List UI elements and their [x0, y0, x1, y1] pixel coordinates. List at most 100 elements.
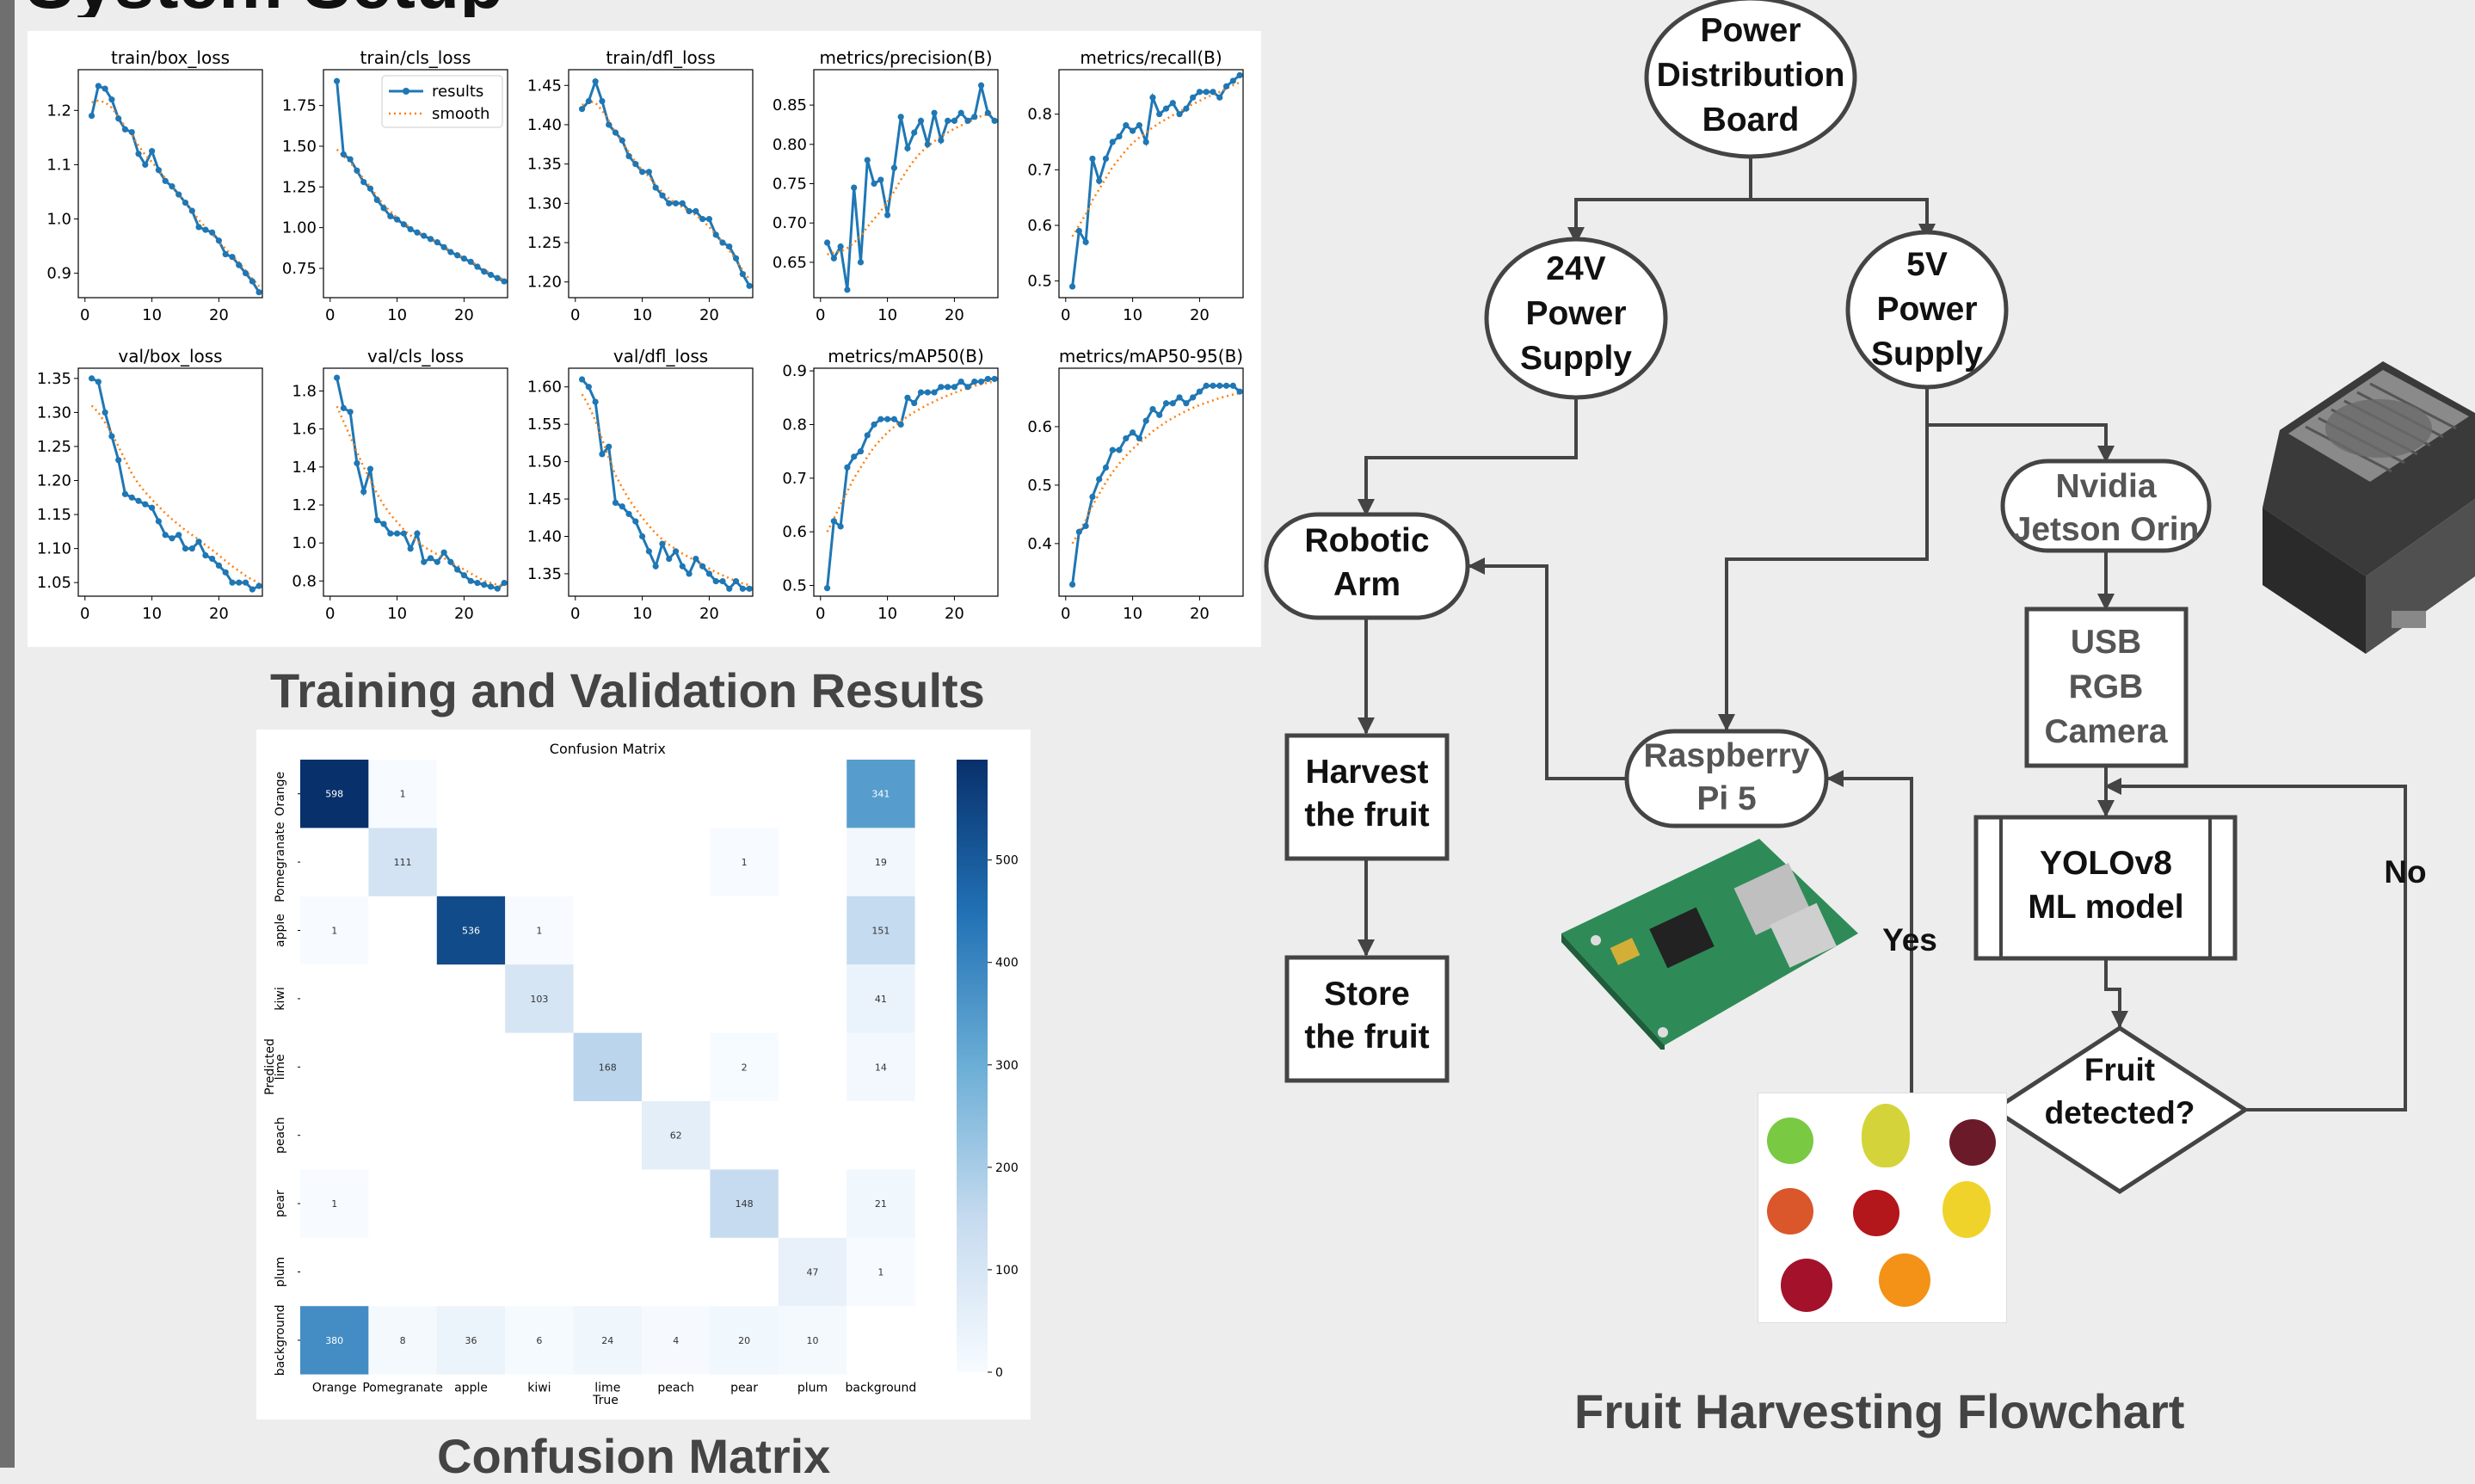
results-point [394, 216, 401, 223]
results-point [1229, 382, 1236, 389]
cm-cell: 148 [710, 1169, 779, 1238]
confusion-matrix-panel: Confusion Matrix 598 1 341 111 1 19 1 536 1 151 103… [256, 730, 1031, 1419]
results-point [1190, 94, 1197, 101]
cm-cell-value: 14 [875, 1062, 887, 1073]
results-point [837, 243, 844, 250]
results-point [897, 421, 904, 428]
results-point [1176, 111, 1183, 118]
peach-icon [1767, 1188, 1813, 1235]
results-point [1149, 94, 1156, 101]
cm-cell: 1 [300, 1169, 369, 1238]
y-tick-label: 0.6 [782, 523, 807, 541]
cm-cell: 1 [505, 896, 574, 965]
results-point [366, 465, 374, 472]
results-point [1130, 127, 1136, 134]
results-point [249, 278, 256, 285]
series-smooth-line [1071, 81, 1241, 237]
cm-cell: 1 [847, 1237, 915, 1307]
node-yolo-shape [1973, 815, 2238, 961]
cm-colorbar-label: 400 [995, 957, 1019, 970]
results-point [414, 229, 421, 236]
node-jetson-shape [2000, 459, 2212, 553]
results-point [931, 389, 938, 396]
results-point [991, 117, 998, 124]
results-point [585, 384, 592, 391]
results-point [917, 117, 925, 124]
results-point [719, 239, 726, 246]
page-title-fragment: System Setup [26, 0, 714, 17]
cm-x-label: Orange [312, 1382, 357, 1395]
edge-5v-to-pi [1718, 387, 1929, 731]
results-point [454, 566, 461, 573]
results-point [851, 453, 858, 460]
results-point [494, 274, 501, 281]
y-tick-label: 1.50 [282, 138, 317, 156]
results-point [666, 200, 673, 206]
cm-y-label: apple [274, 914, 287, 947]
results-point [592, 78, 599, 85]
results-point [202, 551, 209, 559]
results-point [612, 129, 619, 136]
results-point [108, 96, 115, 103]
results-point [407, 225, 414, 233]
cm-cell: 6 [505, 1306, 574, 1375]
cm-colorbar-label: 0 [995, 1366, 1003, 1380]
cm-x-label: background [845, 1382, 916, 1395]
cm-cell-value: 148 [736, 1198, 754, 1210]
lime-icon [1767, 1118, 1813, 1164]
results-point [427, 555, 434, 562]
cm-cell-value: 168 [599, 1062, 617, 1073]
x-tick-label: 0 [570, 605, 580, 623]
y-tick-label: 1.30 [37, 403, 71, 422]
results-point [494, 585, 501, 592]
cm-title: Confusion Matrix [550, 741, 666, 757]
node-decision-shape [1990, 1025, 2250, 1194]
pear-icon [1862, 1104, 1910, 1167]
results-point [1203, 89, 1210, 95]
metric-plot: train/cls_loss 0.75 1.00 1.25 1.50 1.75 0 10 20 r… [282, 47, 508, 324]
results-point [142, 161, 149, 169]
cm-cell-value: 151 [871, 926, 890, 937]
results-point [188, 207, 195, 214]
y-tick-label: 0.5 [1027, 477, 1052, 495]
plot-frame [323, 367, 508, 597]
results-point [95, 379, 102, 385]
y-tick-label: 1.6 [292, 421, 317, 439]
x-tick-label: 0 [80, 306, 89, 324]
cm-cell: 36 [436, 1306, 506, 1375]
results-point [387, 530, 394, 537]
edge-label-yes: Yes [1882, 922, 1937, 958]
x-tick-label: 20 [945, 306, 964, 324]
metric-plot: metrics/recall(B) 0.5 0.6 0.7 0.8 0 10 20 [1027, 47, 1244, 324]
results-point [991, 375, 998, 383]
results-point [175, 532, 182, 539]
results-point [864, 157, 871, 163]
results-point [911, 129, 918, 136]
results-point [256, 582, 262, 589]
node-5v-shape [1845, 230, 2009, 390]
plum-icon [1949, 1119, 1996, 1166]
results-point [447, 558, 454, 565]
results-point [474, 263, 481, 270]
y-tick-label: 1.35 [527, 565, 562, 583]
results-point [924, 141, 931, 148]
edge-pi-to-arm [1468, 557, 1625, 780]
plot-title: metrics/precision(B) [819, 47, 992, 68]
x-tick-label: 10 [632, 605, 652, 623]
results-point [693, 555, 699, 563]
results-point [256, 289, 262, 296]
cm-cell-value: 103 [530, 994, 548, 1005]
cm-cell: 1 [368, 760, 437, 828]
fruit-photo-grid [1758, 1093, 2007, 1323]
cm-cell: 20 [710, 1306, 779, 1375]
plot-frame [77, 367, 263, 597]
page-title-text: System Setup [26, 0, 714, 17]
y-tick-label: 0.7 [1027, 161, 1052, 179]
results-point [746, 585, 753, 592]
edge-decision-no-to-yolo [2104, 778, 2407, 1111]
cm-colorbar-label: 300 [995, 1059, 1019, 1073]
y-tick-label: 1.35 [527, 156, 562, 174]
edge-24v-to-arm [1358, 396, 1578, 516]
results-point [890, 164, 897, 171]
